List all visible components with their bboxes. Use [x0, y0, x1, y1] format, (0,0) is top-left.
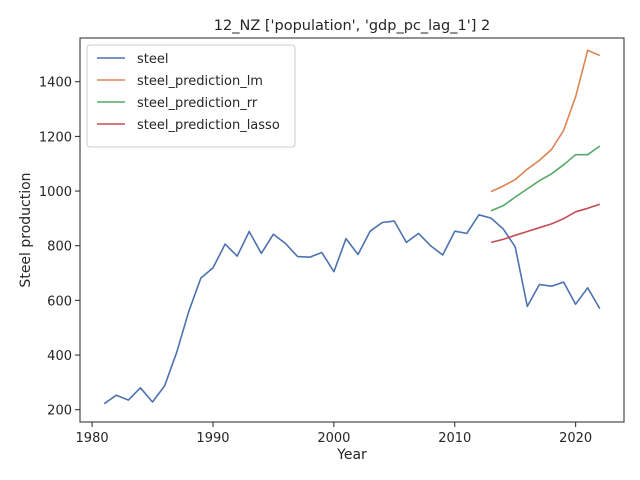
legend-label: steel: [137, 52, 168, 67]
x-tick-label: 2000: [317, 431, 350, 446]
y-tick-label: 1400: [39, 76, 72, 91]
y-tick-label: 200: [47, 404, 72, 419]
plot-area: [103, 49, 601, 405]
series-line-steel: [103, 214, 601, 405]
legend: steel steel_prediction_lm steel_prediction…: [86, 44, 296, 148]
chart-title: 12_NZ ['population', 'gdp_pc_lag_1'] 2: [214, 18, 490, 34]
y-axis: 200 400 600 800 1000 1200 1400: [39, 76, 80, 419]
x-tick-label: 1990: [196, 431, 229, 446]
plot-frame: [79, 37, 625, 423]
y-tick-label: 400: [47, 349, 72, 364]
y-tick-label: 1000: [39, 185, 72, 200]
series-line-steel-prediction-lm: [490, 49, 601, 193]
x-axis: 1980 1990 2000 2010 2020: [76, 422, 592, 446]
y-axis-label: Steel production: [18, 172, 34, 287]
legend-box: [86, 44, 296, 148]
series-line-steel-prediction-rr: [490, 145, 601, 212]
y-tick-label: 600: [47, 294, 72, 309]
legend-label: steel_prediction_lm: [137, 74, 263, 89]
series-line-steel-prediction-lasso: [490, 203, 601, 244]
legend-label: steel_prediction_rr: [137, 96, 258, 111]
x-tick-label: 2010: [438, 431, 471, 446]
x-tick-label: 1980: [76, 431, 109, 446]
x-axis-label: Year: [336, 447, 367, 463]
y-tick-label: 1200: [39, 130, 72, 145]
y-tick-label: 800: [47, 240, 72, 255]
x-tick-label: 2020: [559, 431, 592, 446]
legend-label: steel_prediction_lasso: [137, 118, 280, 133]
